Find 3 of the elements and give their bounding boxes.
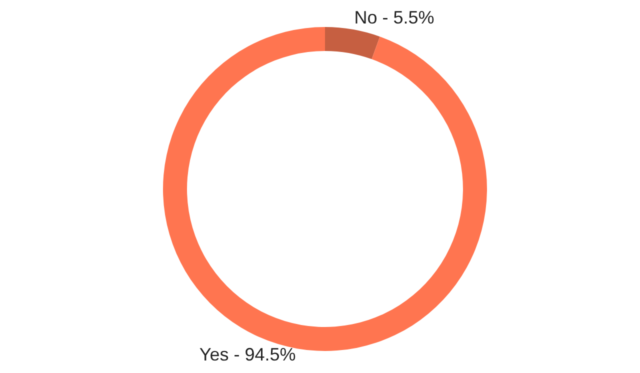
donut-slice [325, 27, 380, 60]
slice-label: No - 5.5% [354, 8, 434, 28]
slice-label: Yes - 94.5% [199, 344, 296, 364]
